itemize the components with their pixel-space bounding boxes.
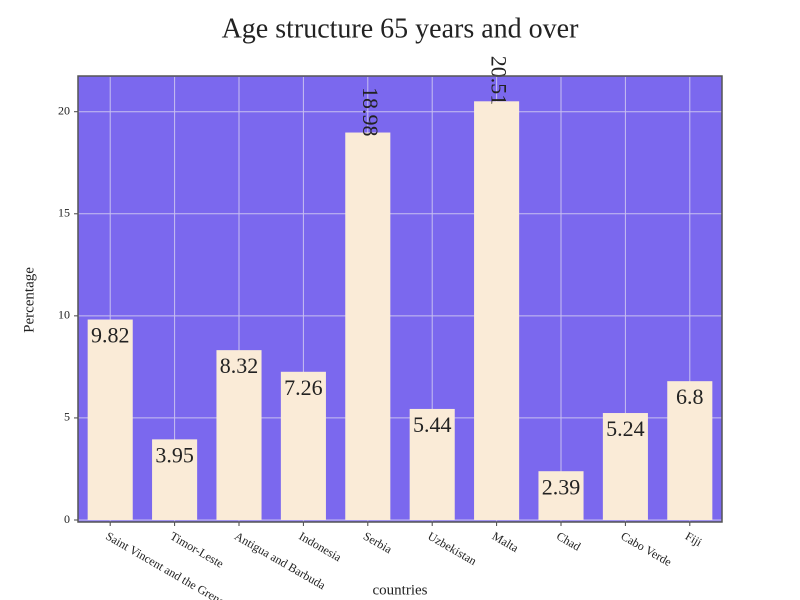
x-tick-label: Fiji — [683, 529, 705, 550]
value-label: 5.44 — [413, 412, 452, 437]
bar — [216, 350, 262, 520]
bar — [345, 132, 391, 520]
value-label: 18.98 — [358, 87, 383, 137]
chart-title: Age structure 65 years and over — [222, 13, 580, 44]
y-tick-label: 0 — [64, 512, 70, 526]
x-axis-title: countries — [373, 582, 428, 598]
x-tick-label: Chad — [554, 529, 583, 554]
y-tick-label: 5 — [64, 410, 70, 424]
value-label: 7.26 — [284, 375, 323, 400]
value-label: 9.82 — [91, 323, 130, 348]
x-tick-label: Cabo Verde — [619, 529, 675, 569]
y-tick-label: 10 — [58, 308, 70, 322]
bar — [538, 471, 584, 520]
bar — [474, 101, 520, 520]
x-tick-label: Serbia — [361, 529, 395, 557]
bar — [152, 439, 198, 520]
y-tick-label: 20 — [58, 103, 70, 117]
bar — [409, 408, 455, 520]
value-label: 3.95 — [155, 442, 194, 467]
bar — [280, 371, 326, 520]
x-tick-label: Timor-Leste — [168, 529, 226, 571]
plot-frame — [77, 75, 723, 523]
y-tick-label: 15 — [58, 206, 70, 220]
bar — [667, 381, 713, 520]
value-label: 20.51 — [487, 56, 512, 106]
x-tick-label: Malta — [490, 529, 522, 555]
value-label: 5.24 — [606, 416, 645, 441]
y-axis-title: Percentage — [21, 267, 37, 333]
value-label: 8.32 — [220, 353, 259, 378]
value-label: 2.39 — [542, 474, 581, 499]
x-tick-label: Uzbekistan — [425, 529, 479, 568]
x-tick-label: Indonesia — [297, 529, 345, 565]
bar — [87, 319, 133, 520]
value-label: 6.8 — [676, 384, 704, 409]
bar — [602, 413, 648, 520]
